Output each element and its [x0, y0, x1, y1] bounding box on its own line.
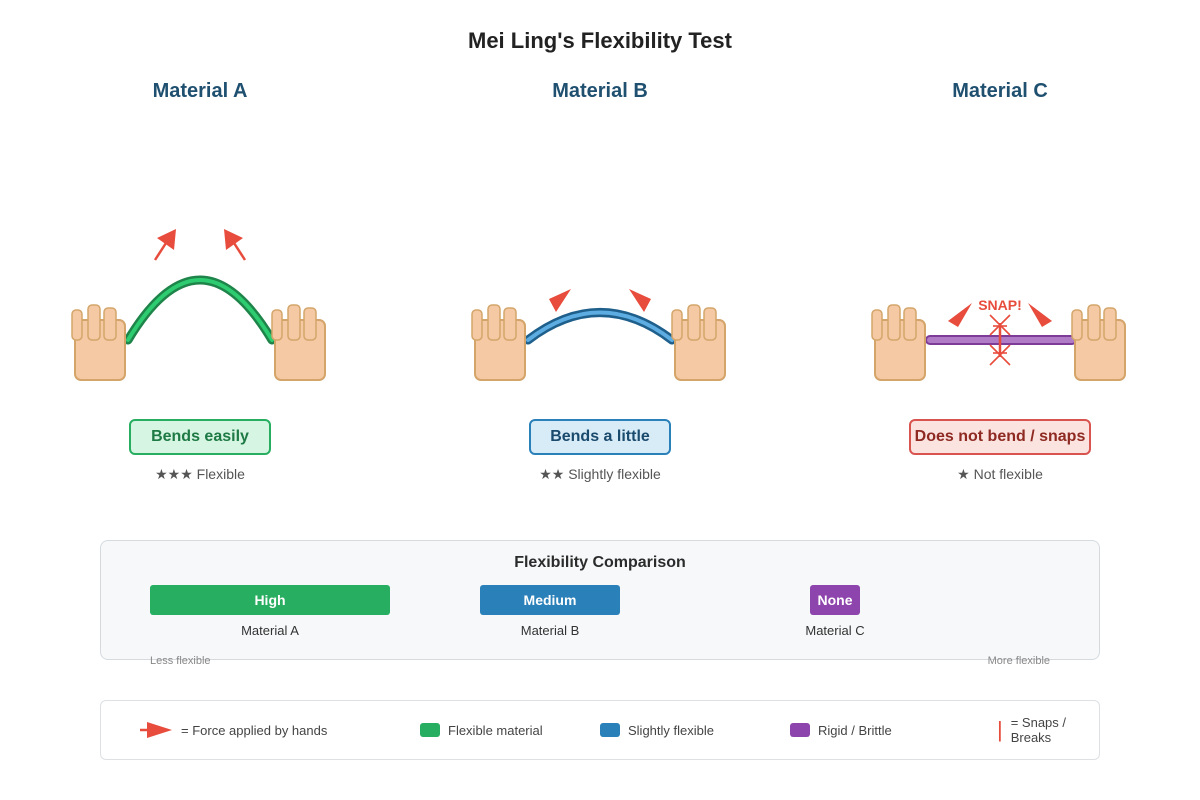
- right-hand-c: [1071, 304, 1126, 381]
- star-icons: ★★★: [155, 466, 193, 482]
- snap-mark-icon: |: [997, 717, 1003, 742]
- left-hand-b: [471, 304, 526, 381]
- comparison-bar-b: Medium: [480, 585, 620, 615]
- material-b-title: Material B: [552, 80, 648, 102]
- rating-c: ★ Not flexible: [850, 466, 1150, 483]
- comparison-label-b: Material B: [520, 623, 580, 638]
- force-arrow-b-right: [629, 289, 651, 312]
- right-hand-a: [271, 304, 326, 381]
- page-title: Mei Ling's Flexibility Test: [468, 28, 732, 53]
- star-icons: ★: [957, 466, 970, 482]
- legend-snaps-label: = Snaps / Breaks: [1010, 715, 1067, 745]
- comparison-bar-c: None: [810, 585, 860, 615]
- comparison-label-c: Material C: [805, 623, 865, 638]
- legend-force: = Force applied by hands: [139, 701, 327, 759]
- legend-flexible-label: Flexible material: [448, 722, 543, 738]
- legend-slightly-label: Slightly flexible: [628, 722, 714, 738]
- material-c-title: Material C: [952, 80, 1048, 102]
- force-arrow-a-left: [153, 229, 176, 261]
- legend: = Force applied by hands Flexible materi…: [100, 700, 1100, 760]
- star-icons: ★★: [539, 466, 565, 482]
- force-arrow-a-right: [224, 229, 247, 261]
- legend-force-label: = Force applied by hands: [181, 722, 328, 738]
- comparison-bar-a: High: [150, 585, 390, 615]
- experiment-illustration: SNAP!: [71, 229, 1126, 381]
- rating-label: Not flexible: [973, 466, 1043, 482]
- legend-rigid-label: Rigid / Brittle: [818, 722, 892, 738]
- result-badge-c: Does not bend / snaps: [909, 419, 1091, 455]
- comparison-panel: Flexibility Comparison High Medium None …: [100, 540, 1100, 667]
- left-hand-a: [71, 304, 126, 381]
- force-arrow-b-left: [549, 289, 571, 312]
- snap-icon: [989, 314, 1011, 366]
- legend-slightly: Slightly flexible: [600, 701, 714, 759]
- comparison-title: Flexibility Comparison: [514, 554, 686, 571]
- flexible-swatch-icon: [420, 723, 440, 737]
- legend-rigid: Rigid / Brittle: [790, 701, 892, 759]
- rigid-swatch-icon: [790, 723, 810, 737]
- material-a-title: Material A: [152, 80, 248, 102]
- legend-snaps: | = Snaps / Breaks: [997, 701, 1099, 759]
- result-badge-a: Bends easily: [129, 419, 271, 455]
- slightly-swatch-icon: [600, 723, 620, 737]
- material-b-illustration: [471, 289, 726, 381]
- force-arrow-c-left: [948, 303, 972, 327]
- comparison-label-a: Material A: [241, 623, 299, 638]
- result-badge-b: Bends a little: [529, 419, 671, 455]
- force-arrow-icon: [140, 722, 172, 738]
- rating-label: Slightly flexible: [568, 466, 661, 482]
- force-arrow-c-right: [1028, 303, 1052, 327]
- left-hand-c: [871, 304, 926, 381]
- rating-b: ★★ Slightly flexible: [450, 466, 750, 483]
- snap-label: SNAP!: [978, 297, 1022, 313]
- rating-a: ★★★ Flexible: [50, 466, 350, 483]
- material-a-illustration: [71, 229, 326, 381]
- scale-high-label: More flexible: [987, 655, 1050, 667]
- material-c-illustration: SNAP!: [871, 297, 1126, 381]
- legend-flexible: Flexible material: [420, 701, 543, 759]
- rating-label: Flexible: [196, 466, 245, 482]
- scale-low-label: Less flexible: [150, 655, 211, 667]
- right-hand-b: [671, 304, 726, 381]
